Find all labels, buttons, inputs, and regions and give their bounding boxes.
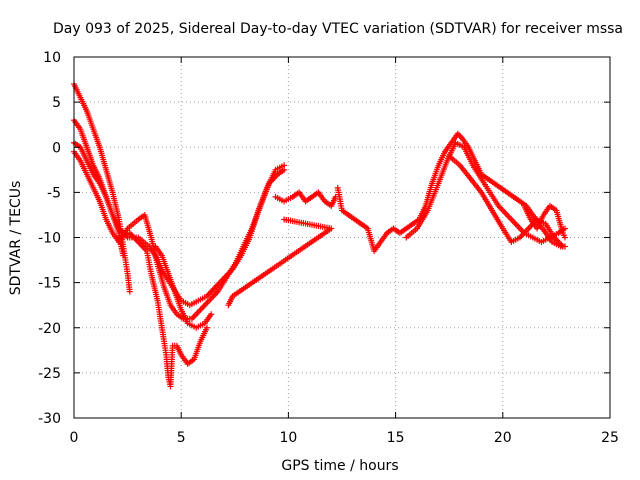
- y-axis-label: SDTVAR / TECUs: [8, 181, 24, 296]
- axes-layer: 0 5 10 15 20 25 -30 -25 -20 -15 -10 -5 0 5 10: [38, 50, 619, 446]
- data-point: [281, 166, 288, 173]
- y-tick-label: 5: [52, 95, 61, 111]
- x-tick-label: 25: [601, 430, 619, 446]
- y-tick-label: 0: [52, 140, 61, 156]
- x-tick-label: 5: [177, 430, 186, 446]
- grid-layer: [74, 57, 610, 418]
- y-tick-label: -30: [38, 411, 61, 427]
- y-tick-label: -25: [38, 366, 61, 382]
- y-tick-label: -5: [47, 185, 61, 201]
- series-track-e: [152, 243, 215, 331]
- y-tick-label: -15: [38, 276, 61, 292]
- series-track-h: [403, 139, 568, 246]
- data-point: [561, 234, 568, 241]
- series-track-f: [272, 189, 339, 209]
- x-axis-label: GPS time / hours: [281, 458, 398, 474]
- data-points-layer: [71, 81, 568, 390]
- series-track-j: [521, 202, 568, 241]
- series-track-c: [71, 148, 288, 322]
- data-point: [203, 324, 210, 331]
- y-tick-label: -20: [38, 321, 61, 337]
- data-point: [208, 311, 215, 318]
- data-point: [126, 288, 133, 295]
- data-point: [281, 216, 288, 223]
- x-tick-label: 0: [70, 430, 79, 446]
- x-tick-label: 20: [494, 430, 512, 446]
- chart-title: Day 093 of 2025, Sidereal Day-to-day VTE…: [53, 21, 623, 37]
- y-tick-label: 10: [43, 50, 61, 66]
- series-track-d: [71, 139, 210, 390]
- series-track-k: [225, 216, 335, 309]
- x-tick-label: 15: [387, 430, 405, 446]
- y-tick-label: -10: [38, 231, 61, 247]
- x-tick-label: 10: [279, 430, 297, 446]
- series-track-i: [446, 153, 566, 250]
- data-point: [559, 243, 566, 250]
